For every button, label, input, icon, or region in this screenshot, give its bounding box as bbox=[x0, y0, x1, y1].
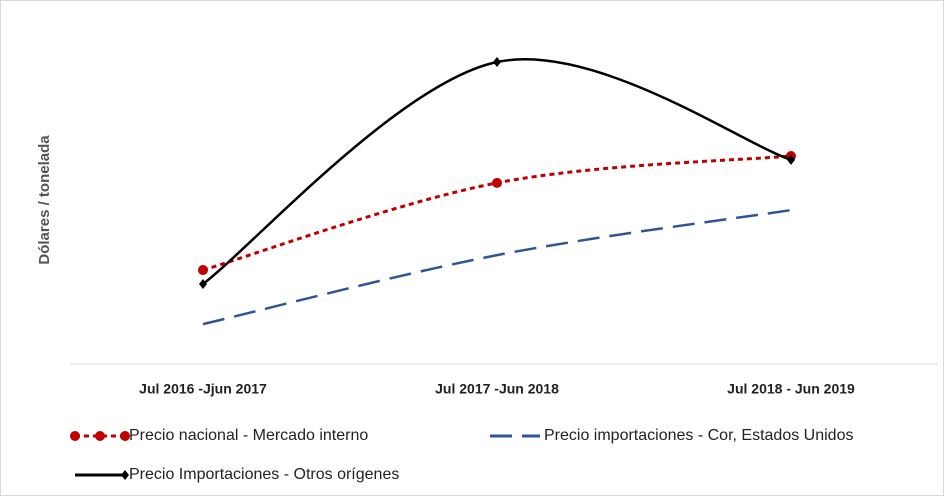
legend-label: Precio importaciones - Cor, Estados Unid… bbox=[544, 427, 853, 444]
y-axis-label: Dólares / tonelada bbox=[36, 135, 53, 265]
legend-label: Precio Importaciones - Otros orígenes bbox=[129, 466, 399, 483]
x-tick-label: Jul 2018 - Jun 2019 bbox=[727, 381, 855, 397]
series-line bbox=[202, 208, 792, 326]
legend-marker bbox=[70, 431, 80, 441]
legend-marker bbox=[95, 431, 105, 441]
x-tick-label: Jul 2017 -Jun 2018 bbox=[435, 381, 559, 397]
legend-marker bbox=[120, 431, 130, 441]
legend-label: Precio nacional - Mercado interno bbox=[129, 427, 368, 444]
legend-marker bbox=[121, 470, 129, 480]
data-point bbox=[198, 265, 208, 276]
data-point bbox=[199, 278, 207, 289]
x-tick-label: Jul 2016 -Jjun 2017 bbox=[139, 381, 267, 397]
data-point bbox=[787, 154, 795, 165]
data-point bbox=[492, 177, 502, 188]
data-point bbox=[493, 57, 501, 68]
